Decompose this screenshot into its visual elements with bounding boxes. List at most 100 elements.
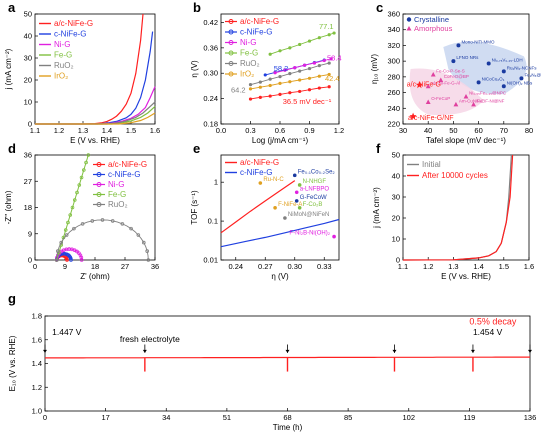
y-tick-label: 30: [24, 54, 32, 63]
x-tick-label: 0.24: [228, 262, 243, 271]
point-label: Ru₂Ni₂-NCNFs: [507, 65, 537, 70]
y-tick-label: 1.6: [32, 335, 42, 344]
data-point: [297, 183, 302, 187]
plot-frame: [402, 154, 530, 261]
data-point: [248, 97, 253, 101]
data-point: [120, 222, 125, 226]
y-tick-label: 27: [24, 177, 32, 186]
point-label: N-NHGF: [303, 179, 327, 185]
legend-marker: [96, 192, 102, 197]
series-line-RuO₂: [56, 219, 149, 261]
data-point: [292, 173, 297, 178]
data-point: [65, 258, 69, 262]
data-point: [278, 81, 282, 85]
y-tick-label: 220: [387, 120, 400, 129]
x-tick-label: 40: [424, 126, 432, 135]
data-point: [258, 85, 262, 89]
x-tick-label: 1.4: [102, 126, 112, 135]
point-label: NiCoCu₂O₄: [482, 76, 505, 81]
point-label: Fe-Co-P-Se-S: [436, 69, 465, 74]
panel-f: 1.1 1.2 1.3 1.4 1.5 1.6 0 10 20 30 40 50 E (V vs. RH…: [372, 151, 534, 282]
x-tick-label: 1.6: [150, 126, 160, 135]
x-axis-label: η (V): [271, 272, 289, 281]
y-tick-label: 0: [396, 256, 400, 265]
x-tick-label: 0.0: [216, 126, 226, 135]
data-point: [312, 61, 317, 65]
data-point: [476, 80, 481, 85]
data-point: [75, 190, 79, 195]
data-point: [471, 101, 476, 107]
annotation-label: 1.454 V: [473, 327, 503, 337]
legend-marker: [228, 71, 234, 77]
x-tick-label: 85: [344, 413, 352, 422]
data-point: [332, 234, 336, 239]
data-point: [141, 240, 146, 245]
point-label: Ni₀.₅₅Fe₀.₄₅@NPC: [469, 91, 507, 96]
data-point: [66, 220, 70, 225]
arrow-head: [142, 349, 147, 353]
legend-marker: [406, 17, 412, 22]
y-tick-label: 50: [392, 151, 400, 160]
data-point: [501, 69, 506, 74]
x-tick-label: 70: [500, 126, 508, 135]
point-label: Fe₀.₁Co₀.₂Se₂: [298, 169, 336, 175]
data-point: [263, 73, 267, 77]
legend-label: a/c-NiFe-G: [54, 19, 93, 28]
point-label: NiMoN@NiFeN: [288, 212, 329, 218]
legend-label: a/c-NiFe-G: [240, 158, 279, 167]
y-tick-label: 50: [24, 10, 32, 19]
data-point-star: [415, 81, 423, 89]
data-point: [317, 74, 321, 78]
data-point-star: [409, 112, 417, 120]
x-tick-label: 9: [63, 262, 67, 271]
y-tick-label: 10: [392, 235, 400, 244]
data-point: [327, 61, 331, 65]
data-point: [283, 216, 287, 220]
point-label: O-FeCoP: [431, 96, 450, 101]
y-tick-label: 1.4: [32, 359, 42, 368]
y-axis-label: -Z'' (ohm): [4, 190, 13, 224]
x-tick-label: 60: [474, 126, 482, 135]
data-point: [62, 251, 66, 256]
stability-line: [45, 356, 530, 359]
data-point: [288, 80, 292, 84]
point-label: G-FeCoW: [300, 195, 327, 201]
x-tick-label: 0.27: [258, 262, 273, 271]
x-tick-label: 119: [463, 413, 475, 422]
data-point: [453, 101, 459, 107]
panel-e: 0.24 0.27 0.30 0.33 0.01 0.1 1 η (V) TOF (s⁻¹) a/…: [190, 154, 340, 281]
data-point: [64, 233, 69, 237]
legend-marker: [228, 29, 234, 35]
point-label: N-ZIF-Ni@NF: [477, 98, 505, 103]
data-point: [268, 52, 272, 56]
y-tick-label: 1.0: [32, 407, 42, 416]
y-tick-label: 40: [392, 172, 400, 181]
data-point: [438, 77, 444, 82]
legend-label: IrO₂: [240, 70, 254, 79]
data-point: [72, 198, 77, 202]
y-tick-label: 0.42: [203, 18, 218, 27]
data-point: [298, 42, 302, 47]
point-label: Fe₂N₆@NC: [524, 72, 541, 77]
data-point: [307, 39, 312, 43]
x-tick-label: 1.3: [448, 262, 458, 271]
legend-label: RuO₂: [240, 59, 260, 68]
legend-marker: [228, 61, 234, 66]
arrow-head: [285, 349, 290, 353]
x-tick-label: 1.5: [499, 262, 509, 271]
data-point: [100, 218, 105, 222]
plot-frame: [220, 154, 340, 261]
arrow-head: [470, 349, 475, 353]
data-point: [288, 46, 292, 50]
panel-letter-b: b: [193, 0, 201, 15]
data-point: [79, 258, 84, 262]
arrow-head: [43, 349, 47, 353]
x-tick-label: 1.3: [78, 126, 88, 135]
data-point: [82, 168, 86, 172]
x-tick-label: 0.9: [304, 126, 314, 135]
legend-label: Amorphous: [414, 24, 453, 33]
data-point: [248, 87, 253, 91]
y-axis-label: η (V): [190, 60, 199, 78]
point-label: Ni(OH)₂ NBs: [507, 80, 533, 85]
